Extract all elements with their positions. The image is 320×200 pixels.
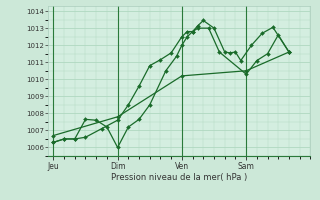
X-axis label: Pression niveau de la mer( hPa ): Pression niveau de la mer( hPa ) [111, 173, 247, 182]
